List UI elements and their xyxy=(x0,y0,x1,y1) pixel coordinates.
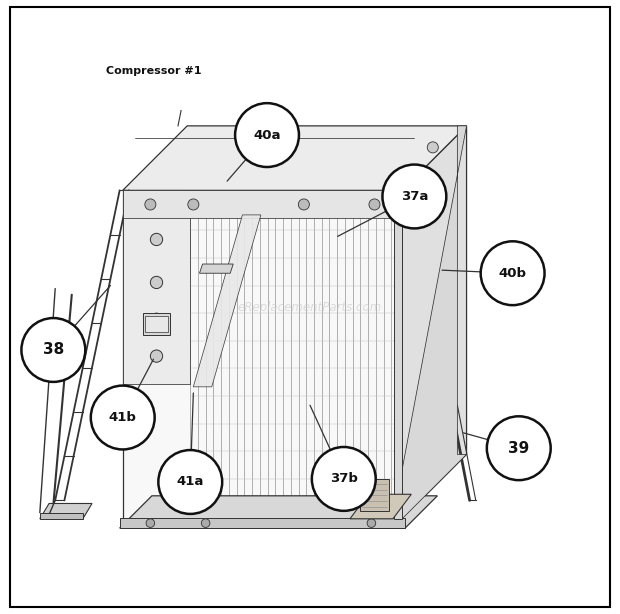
Circle shape xyxy=(188,199,199,210)
Polygon shape xyxy=(350,494,411,519)
Text: 38: 38 xyxy=(43,343,64,357)
Polygon shape xyxy=(40,503,92,519)
Polygon shape xyxy=(123,126,467,190)
Polygon shape xyxy=(120,496,437,528)
Text: 41a: 41a xyxy=(177,475,204,489)
Polygon shape xyxy=(360,479,389,511)
Circle shape xyxy=(427,142,438,153)
Circle shape xyxy=(480,241,544,305)
Polygon shape xyxy=(146,316,167,332)
Polygon shape xyxy=(123,190,402,519)
Circle shape xyxy=(151,203,162,215)
Circle shape xyxy=(151,233,162,246)
Polygon shape xyxy=(63,338,76,350)
Polygon shape xyxy=(120,518,405,528)
Circle shape xyxy=(145,199,156,210)
Circle shape xyxy=(235,103,299,167)
Text: 41b: 41b xyxy=(108,411,136,424)
Circle shape xyxy=(22,318,86,382)
Text: eReplacementParts.com: eReplacementParts.com xyxy=(238,300,382,314)
Circle shape xyxy=(312,447,376,511)
Circle shape xyxy=(158,450,222,514)
Circle shape xyxy=(367,519,376,527)
Polygon shape xyxy=(40,513,83,519)
Circle shape xyxy=(487,416,551,480)
Polygon shape xyxy=(123,190,402,218)
Circle shape xyxy=(262,151,273,162)
Circle shape xyxy=(202,519,210,527)
Circle shape xyxy=(151,350,162,362)
Polygon shape xyxy=(394,190,402,519)
Polygon shape xyxy=(393,126,467,519)
Polygon shape xyxy=(402,126,467,519)
Text: 40a: 40a xyxy=(253,128,281,142)
Circle shape xyxy=(383,165,446,228)
Text: 39: 39 xyxy=(508,441,529,456)
Circle shape xyxy=(91,386,154,449)
Text: Compressor #1: Compressor #1 xyxy=(105,66,201,76)
Text: 37a: 37a xyxy=(401,190,428,203)
Circle shape xyxy=(298,199,309,210)
Polygon shape xyxy=(193,215,261,387)
Circle shape xyxy=(146,519,154,527)
Polygon shape xyxy=(143,313,170,335)
Polygon shape xyxy=(200,264,233,273)
Circle shape xyxy=(369,199,380,210)
Text: 40b: 40b xyxy=(498,266,526,280)
Text: 37b: 37b xyxy=(330,472,358,486)
Circle shape xyxy=(151,276,162,289)
Polygon shape xyxy=(123,190,190,384)
Circle shape xyxy=(151,313,162,325)
